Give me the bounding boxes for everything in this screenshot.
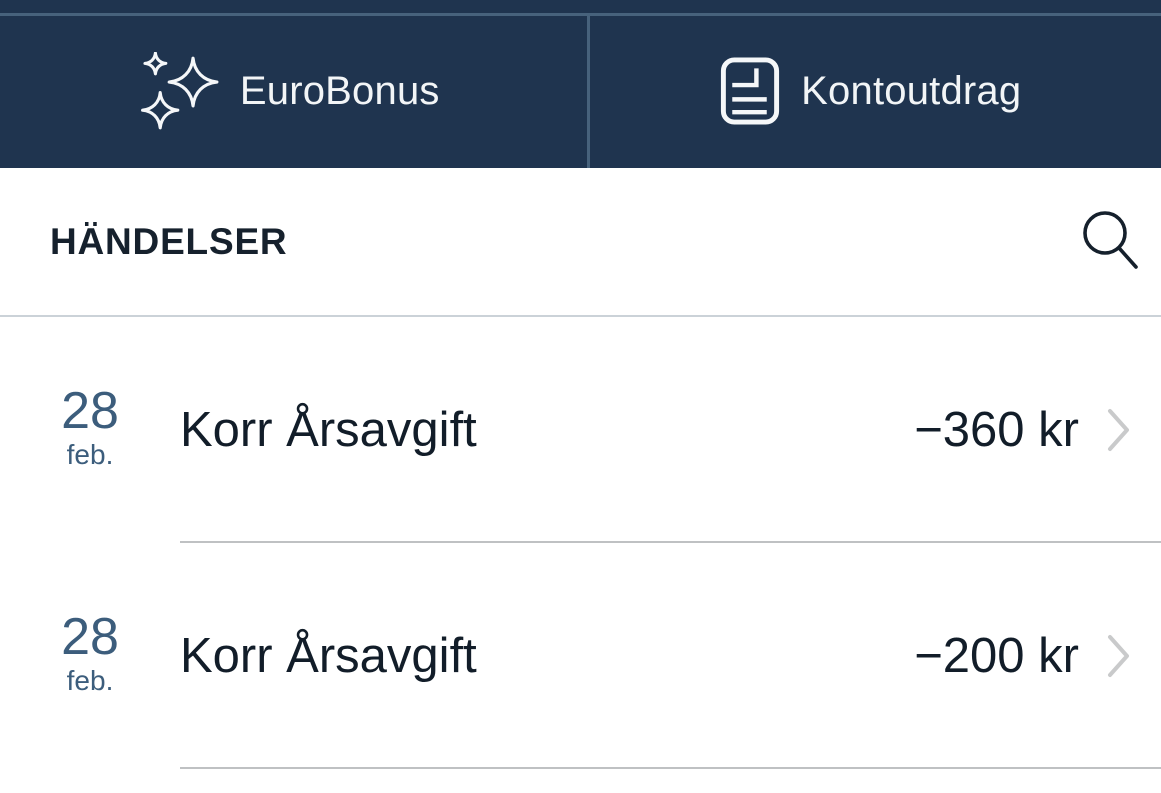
transaction-month: feb. (66, 438, 114, 470)
sparkles-icon (140, 52, 219, 130)
row-divider (180, 541, 1161, 543)
chevron-right-icon (1107, 408, 1131, 452)
tab-bar: EuroBonus Kontoutdrag (0, 0, 1161, 168)
chevron-right-icon (1107, 634, 1131, 678)
search-icon (1081, 209, 1139, 274)
transaction-day: 28 (61, 608, 119, 667)
tab-kontoutdrag-label: Kontoutdrag (801, 68, 1022, 113)
events-header: HÄNDELSER (0, 168, 1161, 317)
tab-divider (587, 16, 590, 168)
transaction-amount: −360 kr (914, 403, 1079, 457)
transaction-month: feb. (66, 664, 114, 696)
transaction-day: 28 (61, 382, 119, 441)
transaction-date: 28 feb. (24, 382, 156, 471)
search-button[interactable] (1081, 209, 1139, 274)
transaction-date: 28 feb. (24, 608, 156, 697)
transaction-title: Korr Årsavgift (180, 403, 477, 457)
row-divider (180, 767, 1161, 769)
tab-eurobonus[interactable]: EuroBonus (0, 0, 581, 168)
transaction-amount: −200 kr (914, 629, 1079, 683)
page-title: HÄNDELSER (50, 220, 288, 262)
transaction-row[interactable]: 28 feb. Korr Årsavgift −360 kr (0, 317, 1161, 543)
tab-kontoutdrag[interactable]: Kontoutdrag (581, 0, 1161, 168)
header-top-line (0, 13, 1161, 16)
statement-icon (720, 57, 780, 125)
tab-eurobonus-label: EuroBonus (239, 68, 440, 113)
transaction-list: 28 feb. Korr Årsavgift −360 kr 28 feb. K… (0, 317, 1161, 769)
transaction-row[interactable]: 28 feb. Korr Årsavgift −200 kr (0, 543, 1161, 769)
transaction-title: Korr Årsavgift (180, 629, 477, 683)
